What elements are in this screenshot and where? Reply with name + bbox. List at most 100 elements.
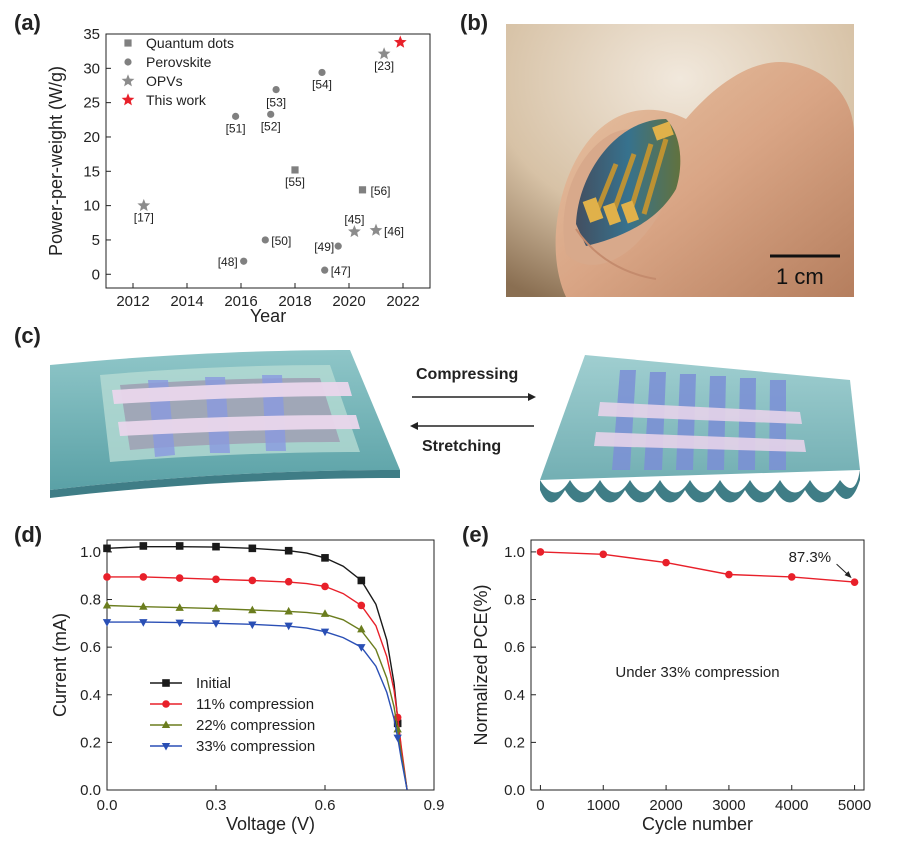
panel-label-a: (a) [14,10,41,35]
panel-label-b: (b) [460,10,489,35]
data-point [102,619,112,627]
data-point [358,186,367,194]
data-point [357,624,366,633]
point-reference-label: [46] [384,224,404,238]
panel-label-d: (d) [14,522,43,547]
plot-frame [530,539,865,791]
data-point [284,622,293,631]
data-point [240,257,248,265]
data-point [137,198,151,212]
y-tick-label: 0.4 [80,687,101,704]
data-point [284,606,293,615]
power-per-weight-chart: 2012 2014 2016 2018 2020 2022 0 5 10 15 20 25 30 35 Ye… [46,26,431,326]
legend-marker [161,720,171,729]
x-tick-label: 4000 [775,797,808,814]
data-point [175,542,184,550]
y-tick-label: 10 [83,198,100,215]
data-point [321,266,329,274]
wrinkled-device-illustration [540,355,860,503]
data-point [212,575,220,584]
x-axis-label: Year [250,306,286,326]
legend-label: 11% compression [196,696,314,713]
data-point [175,574,184,582]
point-reference-label: [17] [134,211,154,225]
legend-label: Perovskite [146,54,212,70]
data-point [248,576,257,585]
data-point [139,619,148,627]
point-reference-label: [50] [271,234,291,248]
data-point [320,609,330,617]
y-tick-label: 0.4 [504,687,525,704]
data-point [211,604,221,612]
point-reference-label: [54] [312,77,332,91]
legend-marker [121,74,135,87]
data-point [599,550,608,559]
x-tick-label: 0.0 [97,797,118,814]
data-point [393,35,407,48]
x-tick-label: 5000 [838,797,871,814]
data-point [662,558,670,567]
x-tick-label: 2016 [224,293,257,310]
y-tick-label: 0.0 [80,782,101,799]
x-tick-label: 3000 [712,797,745,814]
x-tick-label: 2000 [649,797,682,814]
data-point [318,68,326,77]
y-tick-label: 20 [83,129,100,146]
finger-device-photo: 1 cm [506,24,854,297]
y-tick-label: 0.2 [504,734,525,751]
data-point [267,110,275,118]
y-tick-label: 0 [92,266,100,283]
data-point [291,166,299,174]
data-point [393,719,402,728]
data-point [321,582,329,591]
point-reference-label: [55] [285,175,305,189]
data-point [211,620,221,628]
data-point [103,573,111,581]
point-reference-label: [56] [370,184,390,198]
y-axis-label: Normalized PCE(%) [471,584,491,745]
flat-device-illustration [50,350,400,498]
compression-schematic [50,350,860,503]
y-axis-label: Current (mA) [50,613,70,717]
x-tick-label: 2022 [386,293,419,310]
plot-frame [106,539,435,791]
legend-marker [121,93,135,106]
data-point [284,546,293,555]
point-reference-label: [47] [331,264,351,278]
legend-marker [124,39,132,47]
data-point [139,542,148,550]
data-point [320,628,330,637]
x-tick-label: 0.9 [424,797,445,814]
annotation-arrowhead [844,571,852,579]
legend-label: 22% compression [196,717,315,734]
data-point [357,644,366,652]
current-voltage-chart: 0.0 0.3 0.6 0.9 0.0 0.2 0.4 0.6 0.8 1.0 Voltage (V… [50,539,445,834]
data-point [536,548,545,556]
point-reference-label: [49] [314,240,334,254]
y-tick-label: 1.0 [80,544,101,561]
data-point [102,600,112,609]
data-point [212,542,220,551]
data-point [787,573,796,581]
data-point [725,570,733,579]
data-point [377,47,391,60]
data-point [103,544,111,553]
data-point [248,544,257,553]
x-tick-label: 0 [536,797,544,814]
series-line [540,551,855,583]
y-axis-label: Power-per-weight (W/g) [46,66,66,256]
data-point [357,601,366,610]
legend-label: Initial [196,675,231,692]
data-point [248,605,257,614]
legend-marker [124,58,132,66]
point-reference-label: [48] [218,255,238,269]
data-point [139,573,148,581]
point-reference-label: [51] [226,121,246,135]
point-reference-label: [53] [266,96,286,110]
condition-note: Under 33% compression [615,664,779,681]
x-tick-label: 2012 [116,293,149,310]
legend-marker [161,742,171,751]
data-point [175,603,184,611]
x-tick-label: 0.3 [206,797,227,814]
y-tick-label: 0.6 [80,639,101,656]
